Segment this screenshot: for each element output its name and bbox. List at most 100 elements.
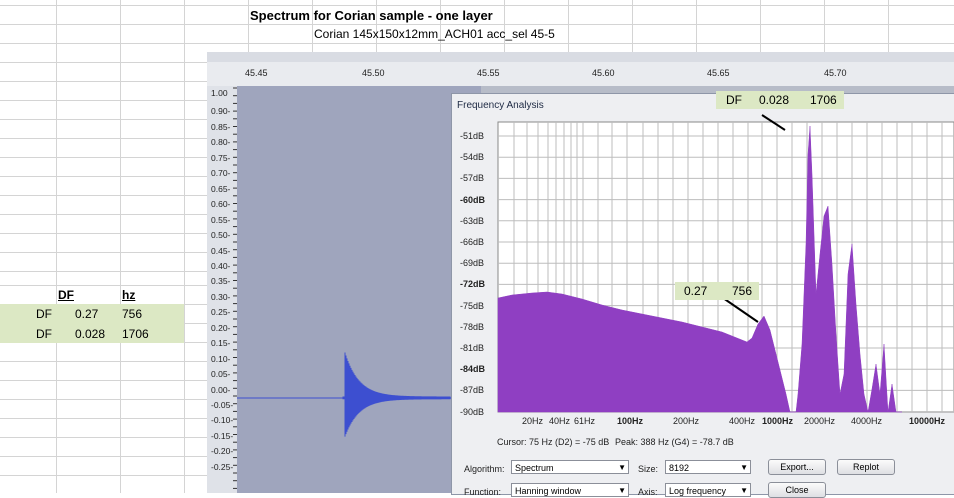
amplitude-tick-label: 0.05- [211,369,231,380]
amplitude-tick-label: 1.00 [211,88,228,98]
amplitude-tick-label: 0.30- [211,291,231,302]
close-button[interactable]: Close [768,482,826,498]
amplitude-tick-label: -0.20- [211,446,234,457]
replot-button[interactable]: Replot [837,459,895,475]
db-tick-label: -69dB [460,258,485,269]
chevron-down-icon: ▼ [618,463,626,472]
db-tick-label: -81dB [460,343,485,353]
chevron-down-icon: ▼ [740,486,748,495]
spectrum-fill [497,125,902,413]
db-tick-label: -54dB [460,152,485,163]
amplitude-tick-label: 0.85- [211,121,231,132]
annotation-df: 0.27 [684,284,708,298]
table-header-hz: hz [122,288,136,302]
frequency-analysis-window: Frequency Analysis -51dB -54dB -57dB -60dB -… [451,93,954,498]
db-tick-label: -78dB [460,321,485,332]
export-button[interactable]: Export... [768,459,826,475]
amplitude-tick-label: 0.25- [211,307,231,318]
cursor-readout: Cursor: 75 Hz (D2) = -75 dB [497,437,610,447]
sheet-title: Spectrum for Corian sample - one layer [250,8,493,23]
timeline-label: 45.50 [362,68,385,78]
sheet-subtitle: Corian 145x150x12mm_ACH01 acc_sel 45-5 [314,27,555,41]
axis-label: Axis: [638,487,658,497]
axis-select[interactable]: Log frequency ▼ [665,483,751,497]
frequency-tick-label: 200Hz [673,416,700,426]
amplitude-tick-label: -0.25- [211,461,234,472]
size-value: 8192 [669,463,690,473]
timeline-label: 45.60 [592,68,615,78]
function-label: Function: [464,487,502,497]
amplitude-tick-label: -0.10- [211,415,234,426]
frequency-tick-label: 40Hz [549,416,571,426]
amplitude-tick-label: 0.10- [211,353,231,364]
frequency-tick-label: 4000Hz [851,416,883,426]
db-tick-label: -87dB [460,385,485,396]
function-select[interactable]: Hanning window ▼ [511,483,629,497]
size-select[interactable]: 8192 ▼ [665,460,751,474]
table-row-2-label: DF [36,327,52,341]
window-title: Frequency Analysis [457,100,544,111]
frequency-tick-label: 1000Hz [762,416,794,426]
table-header-df: DF [58,288,74,302]
audacity-view [207,52,954,493]
amplitude-tick-label: 0.60- [211,199,231,210]
frequency-tick-label: 100Hz [617,416,644,426]
db-tick-label: -60dB [460,194,486,205]
timeline-label: 45.65 [707,68,730,78]
db-tick-label: -84dB [460,364,486,375]
db-tick-label: -90dB [460,406,485,417]
algorithm-label: Algorithm: [464,464,505,474]
amplitude-tick-label: 0.70- [211,168,231,179]
annotation-df: 0.028 [759,93,790,107]
annotation-hz: 1706 [810,93,837,107]
amplitude-tick-label: 0.90- [211,106,231,117]
db-tick-label: -75dB [460,300,485,311]
frequency-tick-label: 10000Hz [909,416,946,426]
amplitude-tick-label: 0.15- [211,338,231,349]
frequency-tick-label: 20Hz [522,416,544,426]
peak-annotation-top: DF 0.028 1706 [716,91,844,109]
size-label: Size: [638,464,659,474]
amplitude-tick-label: 0.50- [211,230,231,241]
frequency-tick-label: 2000Hz [804,416,836,426]
db-tick-label: -66dB [460,237,485,247]
amplitude-tick-label: 0.20- [211,322,231,333]
timeline-label: 45.70 [824,68,847,78]
annotation-hz: 756 [732,284,753,298]
table-row-2-hz: 1706 [122,327,149,341]
db-tick-label: -51dB [460,131,485,141]
amplitude-tick-label: 0.55- [211,214,231,225]
annotation-label: DF [726,93,742,107]
frequency-tick-label: 400Hz [729,416,756,426]
amplitude-tick-label: 0.40- [211,260,231,271]
amplitude-tick-label: -0.05- [211,400,234,410]
amplitude-tick-label: 0.65- [211,183,231,194]
peak-annotation-mid: 0.27 756 [675,282,759,300]
db-tick-label: -57dB [460,173,485,184]
timeline-label: 45.55 [477,68,500,78]
table-row-2-df: 0.028 [75,327,106,341]
peak-readout: Peak: 388 Hz (G4) = -78.7 dB [615,437,734,447]
amplitude-tick-label: 0.00- [211,384,231,395]
amplitude-tick-label: 0.80- [211,137,231,148]
function-value: Hanning window [515,486,582,496]
chevron-down-icon: ▼ [740,463,748,472]
algorithm-value: Spectrum [515,463,554,473]
table-row-1-hz: 756 [122,307,143,321]
algorithm-select[interactable]: Spectrum ▼ [511,460,629,474]
axis-value: Log frequency [669,486,727,496]
table-row-1-label: DF [36,307,52,321]
amplitude-tick-label: 0.45- [211,245,231,256]
spectrum-plot [497,114,954,413]
table-row-highlight [0,304,184,343]
frequency-tick-label: 61Hz [574,416,596,426]
amplitude-tick-label: 0.75- [211,152,231,163]
db-tick-label: -63dB [460,215,485,226]
amplitude-tick-label: 0.35- [211,276,231,287]
db-tick-label: -72dB [460,279,486,290]
table-row-1-df: 0.27 [75,307,99,321]
timeline-label: 45.45 [245,68,268,78]
chevron-down-icon: ▼ [618,486,626,495]
amplitude-tick-label: -0.15- [211,430,234,441]
